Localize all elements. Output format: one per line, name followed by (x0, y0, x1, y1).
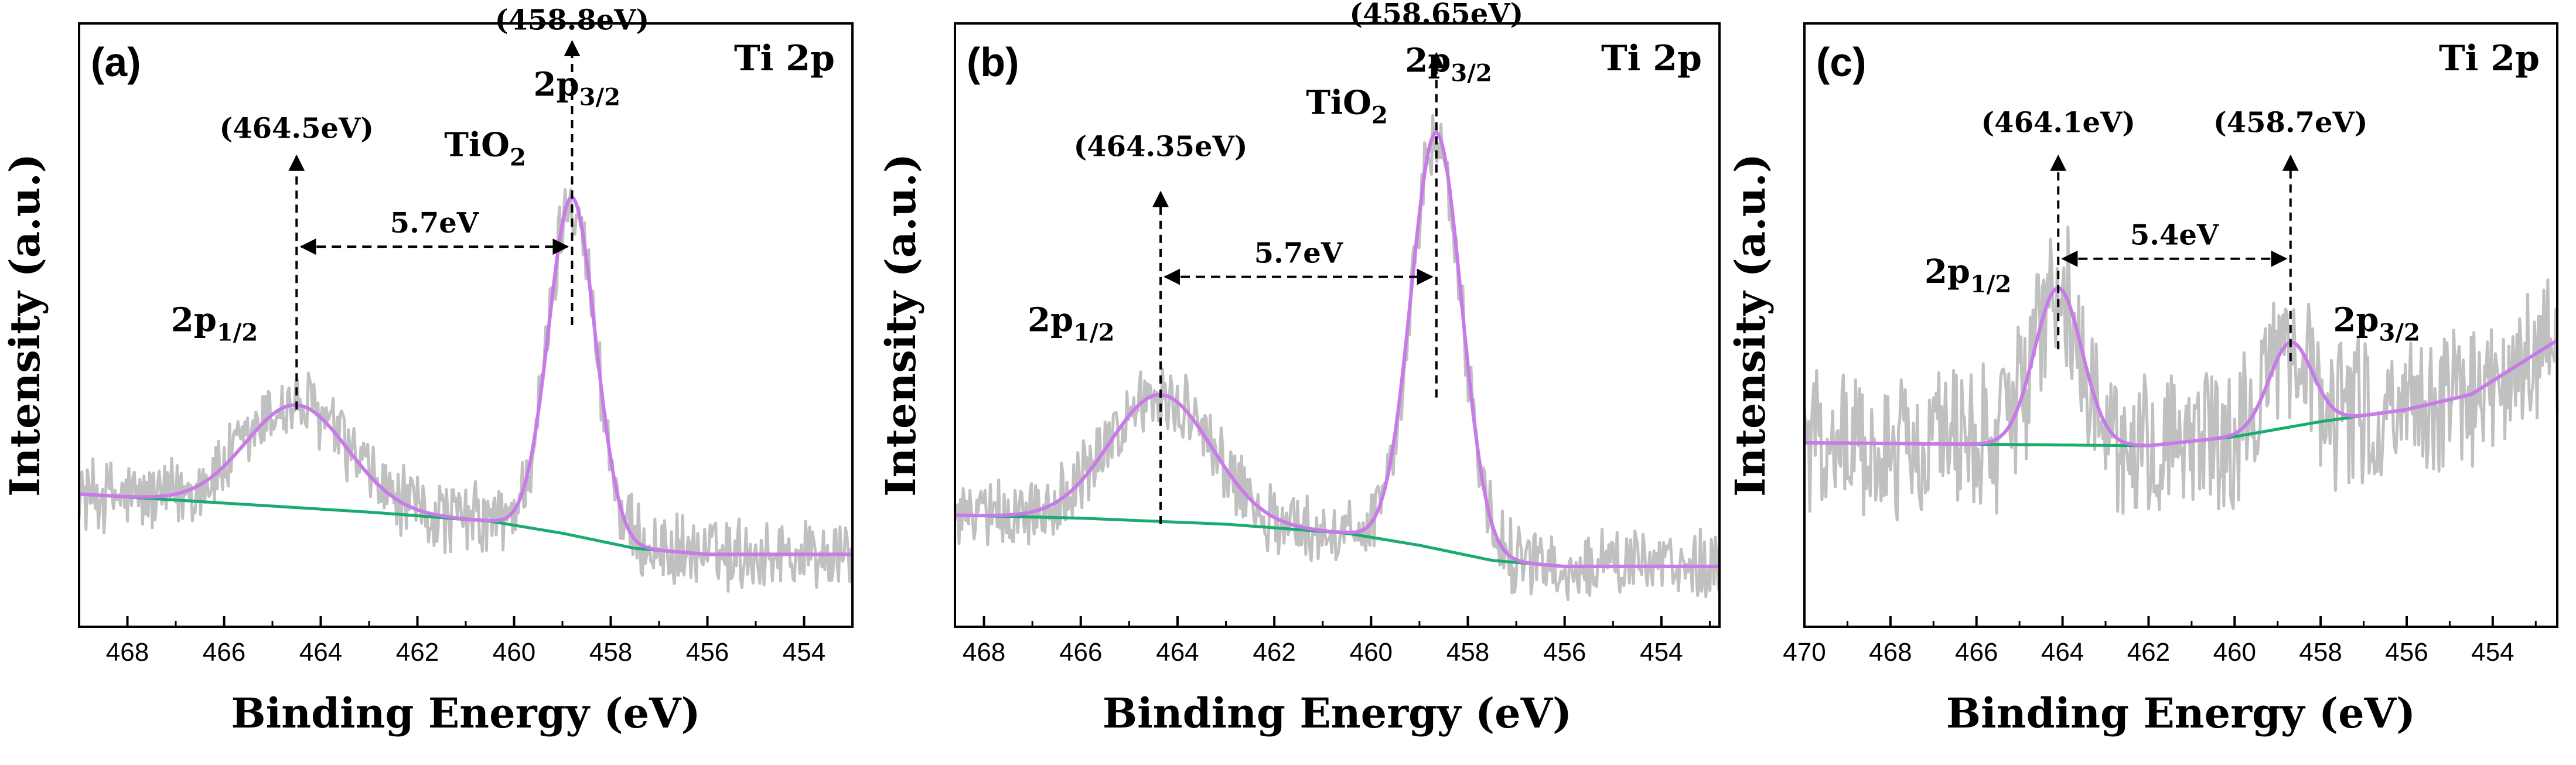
x-tick-label: 456 (686, 638, 729, 667)
peak-label-subscript: 1/2 (1970, 271, 2011, 298)
element-label: Ti 2p (2439, 38, 2540, 79)
raw-spectrum-line (953, 114, 1721, 602)
peak-label: TiO2 (444, 126, 526, 172)
peak-label: 2p1/2 (171, 300, 258, 346)
x-tick-label: 468 (963, 638, 1005, 667)
peak-label-main: 2p (1405, 41, 1451, 80)
x-tick-label: 454 (1640, 638, 1683, 667)
element-label: Ti 2p (734, 38, 835, 79)
separation-label: 5.7eV (1254, 237, 1343, 270)
peak-label-subscript: 2 (1371, 102, 1388, 129)
x-tick-label: 462 (2127, 638, 2170, 667)
peak-label-main: TiO (1306, 84, 1371, 122)
fit-envelope-line (79, 195, 852, 556)
peak-label-subscript: 3/2 (1451, 59, 1492, 87)
peak-label-subscript: 3/2 (579, 84, 620, 111)
panel-b: 5.7eV(464.35eV)(458.65eV)2p1/22p3/2TiO24… (876, 0, 1721, 737)
peak-label: 2p1/2 (1925, 252, 2011, 298)
x-tick-label: 460 (2213, 638, 2256, 667)
peak-label-main: 2p (2333, 300, 2379, 339)
y-axis-title: Intensity (a.u.) (1, 153, 49, 497)
x-tick-label: 464 (1156, 638, 1199, 667)
peak-energy-label: (458.65eV) (1349, 0, 1523, 30)
x-tick-label: 464 (2041, 638, 2084, 667)
x-tick-label: 458 (589, 638, 632, 667)
peak-label-subscript: 3/2 (2379, 319, 2420, 346)
peak-energy-label: (458.7eV) (2213, 106, 2368, 139)
x-axis-title: Binding Energy (eV) (231, 689, 700, 737)
x-tick-label: 462 (396, 638, 439, 667)
separation-label: 5.4eV (2130, 219, 2219, 252)
peak-label: 2p3/2 (1405, 41, 1492, 87)
panel-label: (a) (91, 39, 141, 85)
x-tick-label: 456 (1543, 638, 1586, 667)
raw-spectrum-line (77, 188, 854, 593)
plot-frame (1803, 22, 2558, 628)
y-axis-title: Intensity (a.u.) (876, 153, 925, 497)
x-tick-label: 456 (2385, 638, 2428, 667)
peak-label: TiO2 (1306, 84, 1388, 129)
panel-label: (b) (967, 39, 1019, 85)
x-tick-label: 466 (1955, 638, 1998, 667)
peak-label-main: TiO (444, 126, 510, 165)
panel-label: (c) (1816, 39, 1867, 85)
x-tick-label: 464 (299, 638, 342, 667)
element-label: Ti 2p (1601, 38, 1702, 79)
peak-label-main: 2p (1028, 300, 1073, 339)
x-axis-title: Binding Energy (eV) (1946, 689, 2415, 737)
x-axis-title: Binding Energy (eV) (1103, 689, 1572, 737)
x-tick-label: 460 (1350, 638, 1393, 667)
x-tick-label: 462 (1253, 638, 1295, 667)
raw-spectrum-line (1803, 226, 2559, 522)
peak-energy-label: (464.35eV) (1074, 131, 1248, 163)
peak-energy-label: (464.1eV) (1981, 106, 2135, 139)
x-tick-label: 466 (203, 638, 245, 667)
x-tick-label: 454 (783, 638, 825, 667)
peak-label-subscript: 2 (510, 144, 526, 172)
peak-label-main: 2p (1925, 252, 1970, 291)
x-tick-label: 470 (1783, 638, 1826, 667)
x-tick-label: 458 (2299, 638, 2342, 667)
plot-frame (954, 22, 1721, 628)
fit-envelope-line (954, 130, 1719, 568)
peak-label-main: 2p (534, 66, 579, 104)
peak-energy-label: (458.8eV) (495, 4, 650, 36)
x-tick-label: 466 (1059, 638, 1102, 667)
panel-a: 5.7eV(464.5eV)(458.8eV)2p1/22p3/2TiO2468… (1, 4, 854, 737)
peak-label-subscript: 1/2 (217, 319, 258, 346)
peak-label-main: 2p (171, 300, 217, 339)
x-tick-label: 468 (1869, 638, 1912, 667)
peak-label: 2p1/2 (1028, 300, 1114, 346)
fit-envelope-line (1804, 286, 2558, 448)
peak-label: 2p3/2 (2333, 300, 2420, 346)
x-tick-label: 454 (2471, 638, 2514, 667)
x-tick-label: 460 (493, 638, 535, 667)
peak-label-subscript: 1/2 (1073, 319, 1114, 346)
separation-label: 5.7eV (390, 207, 479, 240)
x-tick-label: 468 (106, 638, 149, 667)
peak-label: 2p3/2 (534, 66, 620, 111)
y-axis-title: Intensity (a.u.) (1726, 153, 1775, 497)
x-tick-label: 458 (1446, 638, 1489, 667)
peak-energy-label: (464.5eV) (219, 112, 374, 145)
